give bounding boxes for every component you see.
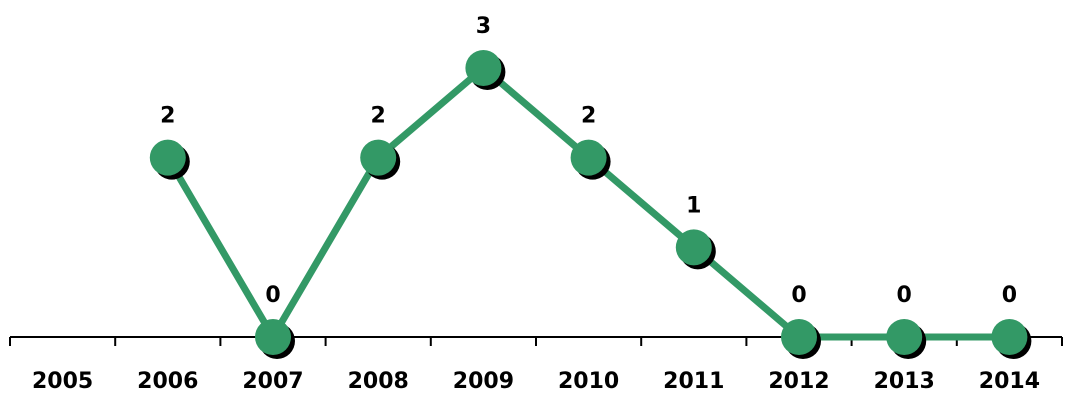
data-label-2011: 1 bbox=[686, 193, 701, 218]
x-tick-label-2006: 2006 bbox=[137, 369, 198, 394]
x-tick-label-2005: 2005 bbox=[32, 369, 93, 394]
x-tick-label-2014: 2014 bbox=[979, 369, 1040, 394]
x-tick-label-2008: 2008 bbox=[348, 369, 409, 394]
x-tick-label-2011: 2011 bbox=[663, 369, 724, 394]
marker bbox=[465, 50, 502, 86]
x-axis: 2005 2006 2007 2008 2009 2010 2011 2012 2013 2014 bbox=[9, 336, 1063, 394]
marker bbox=[991, 319, 1028, 355]
data-label-2012: 0 bbox=[791, 283, 806, 308]
data-point-2008 bbox=[360, 139, 401, 180]
data-label-group: 2 0 2 3 2 1 0 0 0 bbox=[160, 14, 1017, 308]
marker-group bbox=[149, 50, 1032, 359]
data-label-2014: 0 bbox=[1002, 283, 1017, 308]
data-label-2010: 2 bbox=[581, 104, 596, 129]
data-point-2012 bbox=[781, 319, 821, 359]
marker bbox=[570, 139, 607, 176]
x-tick-label-2012: 2012 bbox=[768, 369, 829, 394]
data-label-2013: 0 bbox=[897, 283, 912, 308]
marker bbox=[149, 139, 186, 176]
data-point-2013 bbox=[886, 319, 927, 359]
marker bbox=[675, 229, 712, 266]
marker bbox=[886, 319, 923, 355]
data-label-2007: 0 bbox=[265, 283, 280, 308]
data-point-2009 bbox=[465, 50, 506, 90]
data-point-2007 bbox=[255, 319, 295, 359]
data-label-2006: 2 bbox=[160, 104, 175, 129]
data-point-2010 bbox=[570, 139, 611, 180]
x-tick-label-2007: 2007 bbox=[242, 369, 303, 394]
marker bbox=[781, 319, 817, 355]
marker bbox=[360, 139, 397, 176]
x-tick-label-2009: 2009 bbox=[453, 369, 514, 394]
x-tick-label-2013: 2013 bbox=[874, 369, 935, 394]
data-label-2009: 3 bbox=[476, 14, 491, 39]
x-tick-label-2010: 2010 bbox=[558, 369, 619, 394]
data-point-2006 bbox=[149, 139, 190, 180]
data-point-2011 bbox=[675, 229, 716, 270]
data-point-2014 bbox=[991, 319, 1032, 359]
data-label-2008: 2 bbox=[371, 104, 386, 129]
marker bbox=[255, 319, 291, 355]
